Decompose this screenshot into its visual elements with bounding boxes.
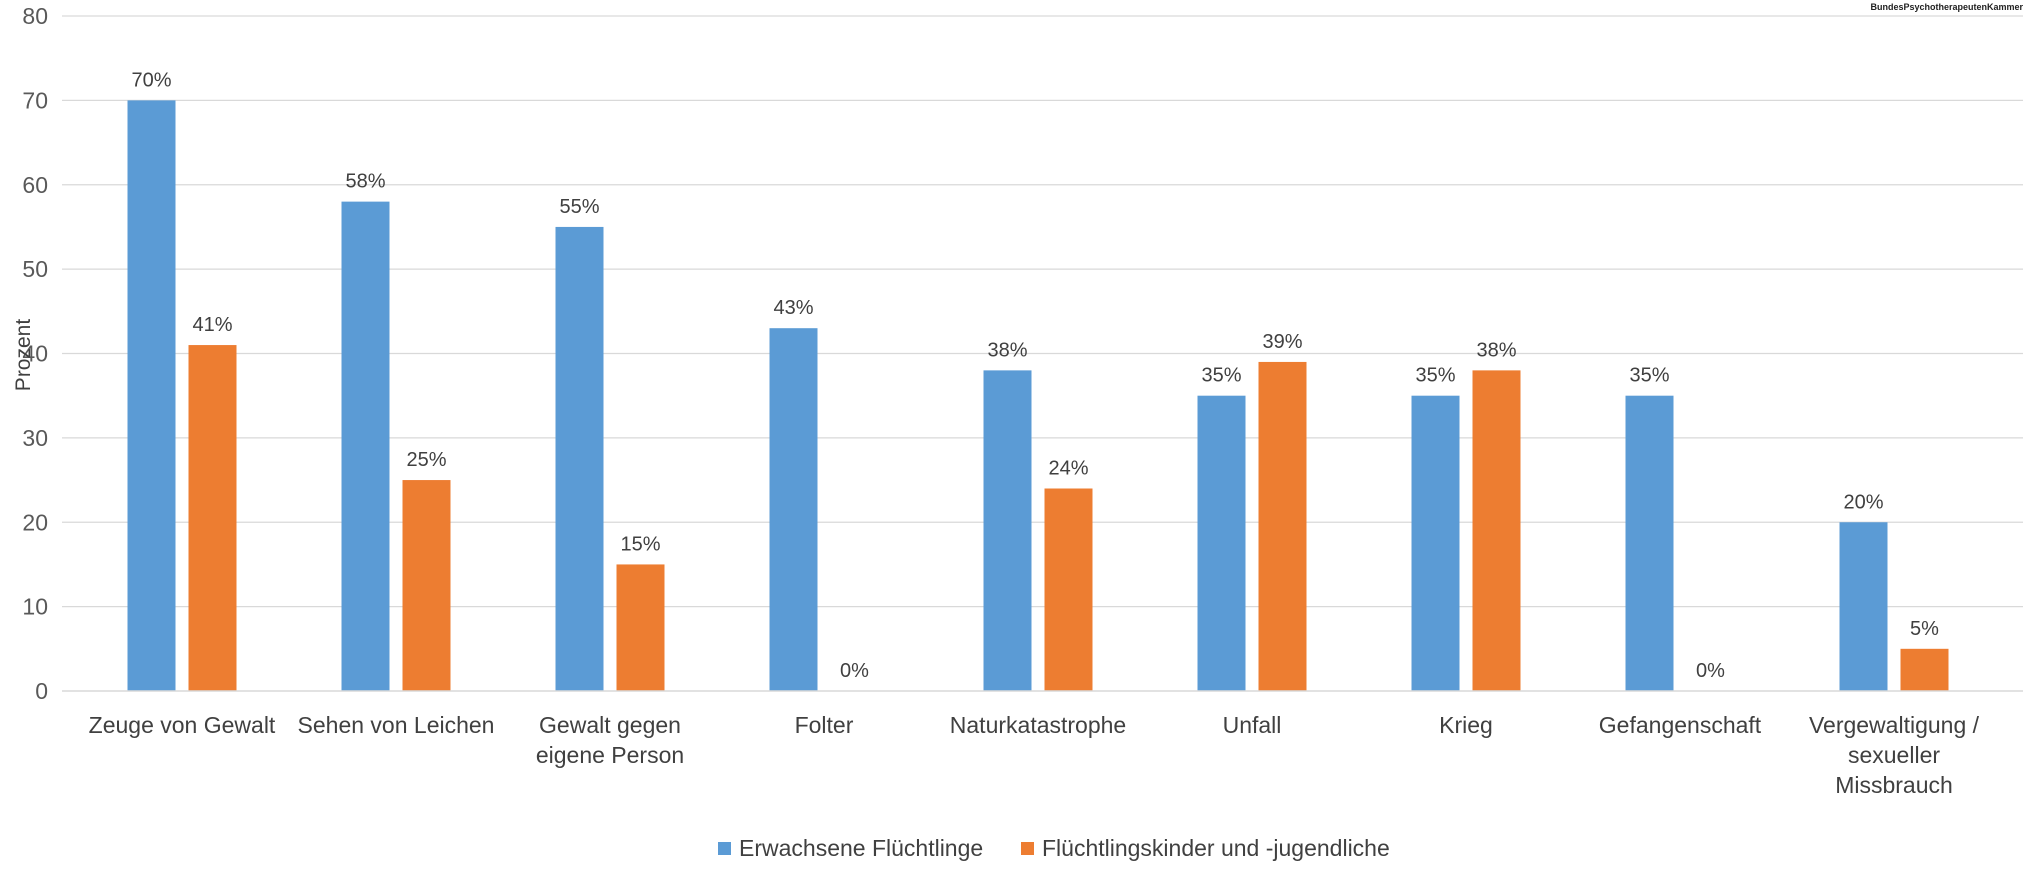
data-label: 55% — [559, 196, 599, 218]
legend-label: Erwachsene Flüchtlinge — [739, 835, 983, 861]
bar — [1411, 395, 1460, 691]
x-category-label-line: Vergewaltigung / — [1809, 712, 1980, 738]
bar — [127, 100, 176, 691]
bar — [769, 328, 818, 691]
data-label: 70% — [131, 69, 171, 91]
bar — [1044, 488, 1093, 691]
x-category-label: Sehen von Leichen — [298, 712, 495, 738]
x-category-label-line: Zeuge von Gewalt — [89, 712, 276, 738]
data-label: 0% — [840, 660, 869, 682]
data-label: 24% — [1048, 458, 1088, 480]
y-axis-ticks: 0 10 20 30 40 50 60 70 80 — [22, 3, 48, 704]
data-label: 39% — [1262, 331, 1302, 353]
legend-swatch — [718, 842, 731, 855]
legend-swatch — [1021, 842, 1034, 855]
x-axis-categories: Zeuge von Gewalt Sehen von Leichen Gewalt … — [89, 712, 1980, 798]
y-tick-label: 20 — [22, 509, 48, 535]
bar — [402, 480, 451, 691]
y-tick-label: 30 — [22, 425, 48, 451]
bar — [1900, 648, 1949, 691]
x-category-label: Vergewaltigung / sexueller Missbrauch — [1809, 712, 1980, 798]
bar — [1197, 395, 1246, 691]
data-label: 15% — [620, 533, 660, 555]
x-category-label-line: Unfall — [1223, 712, 1282, 738]
data-label: 5% — [1910, 618, 1939, 640]
y-tick-label: 60 — [22, 172, 48, 198]
bar — [1258, 361, 1307, 691]
x-category-label: Folter — [795, 712, 854, 738]
bar — [188, 345, 237, 691]
bar — [1625, 395, 1674, 691]
data-label: 20% — [1843, 491, 1883, 513]
x-category-label: Unfall — [1223, 712, 1282, 738]
data-label: 58% — [345, 171, 385, 193]
bar — [341, 201, 390, 691]
x-category-label-line: Krieg — [1439, 712, 1493, 738]
data-label: 38% — [987, 339, 1027, 361]
x-category-label-line: Naturkatastrophe — [950, 712, 1126, 738]
y-tick-label: 50 — [22, 256, 48, 282]
bar — [1472, 370, 1521, 691]
y-tick-label: 10 — [22, 594, 48, 620]
legend: Erwachsene Flüchtlinge Flüchtlingskinder … — [718, 835, 1390, 861]
bars — [127, 100, 1949, 691]
data-label: 35% — [1415, 365, 1455, 387]
x-category-label: Krieg — [1439, 712, 1493, 738]
x-category-label: Gewalt gegen eigene Person — [536, 712, 684, 768]
x-category-label-line: Sehen von Leichen — [298, 712, 495, 738]
x-category-label: Naturkatastrophe — [950, 712, 1126, 738]
data-label: 0% — [1696, 660, 1725, 682]
y-tick-label: 0 — [35, 678, 48, 704]
x-category-label-line: Folter — [795, 712, 854, 738]
legend-label: Flüchtlingskinder und -jugendliche — [1042, 835, 1390, 861]
bar — [1839, 522, 1888, 691]
logo-text: BundesPsychotherapeutenKammer — [1870, 2, 2023, 12]
x-category-label-line: eigene Person — [536, 742, 684, 768]
y-tick-label: 80 — [22, 3, 48, 29]
bar — [555, 226, 604, 691]
x-category-label: Gefangenschaft — [1599, 712, 1762, 738]
data-label: 35% — [1201, 365, 1241, 387]
data-labels: 70% 41% 58% 25% 55% 15% 43% 0% 38% 24% 35% 39% 35% 38… — [131, 69, 1939, 682]
y-tick-label: 40 — [22, 341, 48, 367]
y-tick-label: 70 — [22, 87, 48, 113]
data-label: 38% — [1476, 339, 1516, 361]
bar — [616, 564, 665, 691]
x-category-label: Zeuge von Gewalt — [89, 712, 276, 738]
data-label: 41% — [192, 314, 232, 336]
data-label: 35% — [1629, 365, 1669, 387]
bar — [983, 370, 1032, 691]
y-axis-title: Prozent — [12, 319, 35, 392]
x-category-label-line: Gefangenschaft — [1599, 712, 1762, 738]
x-category-label-line: sexueller — [1848, 742, 1940, 768]
x-category-label-line: Missbrauch — [1835, 772, 1953, 798]
x-category-label-line: Gewalt gegen — [539, 712, 681, 738]
data-label: 43% — [773, 297, 813, 319]
data-label: 25% — [406, 449, 446, 471]
